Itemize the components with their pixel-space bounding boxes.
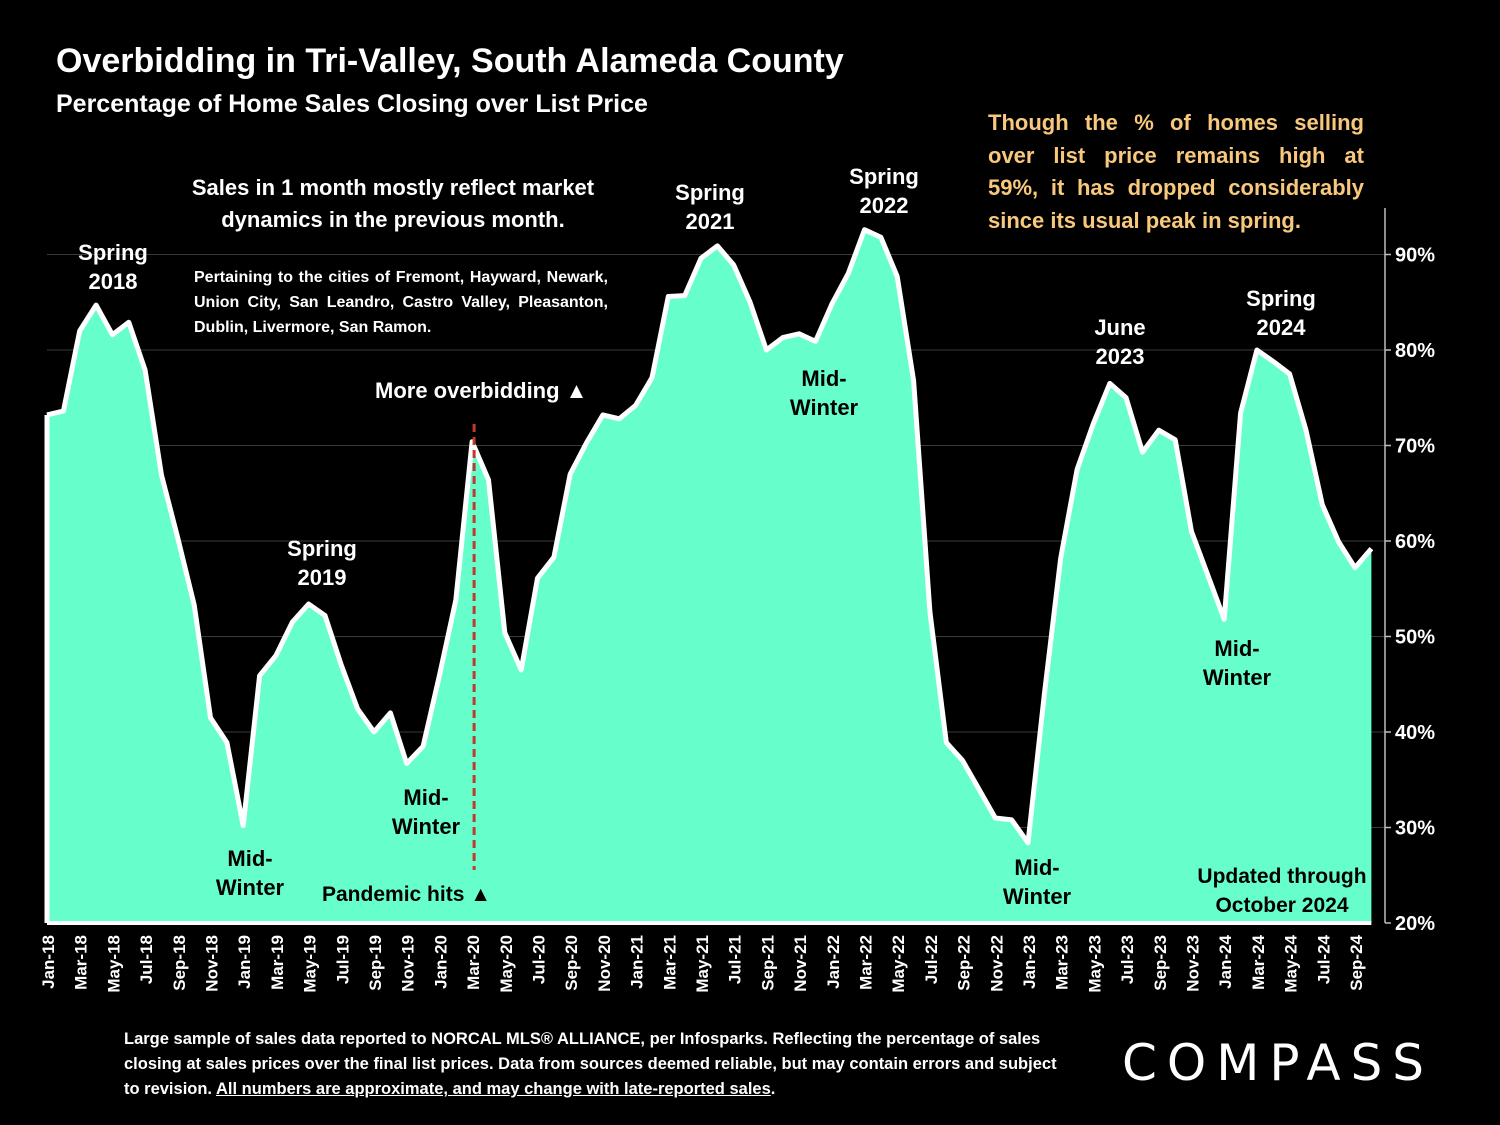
x-tick-label: Nov-19 bbox=[399, 935, 418, 992]
cities-note: Pertaining to the cities of Fremont, Hay… bbox=[194, 269, 608, 336]
x-tick-label: Jan-22 bbox=[824, 935, 843, 989]
x-tick-label: Jan-24 bbox=[1216, 934, 1235, 988]
y-tick-label: 70% bbox=[1395, 436, 1435, 458]
highlight-note-line-1: Though the % of homes selling bbox=[988, 110, 1364, 135]
x-tick-label: Nov-22 bbox=[987, 935, 1006, 992]
market-dynamics-line-1: Sales in 1 month mostly reflect market bbox=[191, 175, 595, 200]
x-tick-label: Nov-20 bbox=[595, 935, 614, 992]
x-tick-label: Jan-23 bbox=[1020, 935, 1039, 989]
highlight-note-line-3: 59%, it has dropped considerably bbox=[988, 175, 1364, 200]
chart-title: Overbidding in Tri-Valley, South Alameda… bbox=[56, 42, 844, 80]
x-tick-label: Mar-24 bbox=[1249, 934, 1268, 989]
x-tick-label: Mar-20 bbox=[464, 935, 483, 990]
annotation-label: Mid- bbox=[1014, 855, 1059, 880]
x-tick-label: May-18 bbox=[104, 935, 123, 993]
y-tick-label: 60% bbox=[1395, 531, 1435, 553]
x-tick-label: Nov-21 bbox=[791, 935, 810, 992]
annotation-label: June bbox=[1094, 315, 1145, 340]
highlight-note: Though the % of homes selling over list … bbox=[988, 107, 1364, 237]
x-tick-label: Nov-23 bbox=[1184, 935, 1203, 992]
x-tick-label: May-24 bbox=[1282, 934, 1301, 992]
annotation-label: 2019 bbox=[298, 565, 347, 590]
annotation-label: Winter bbox=[216, 875, 285, 900]
x-tick-label: Jul-19 bbox=[333, 935, 352, 984]
x-tick-label: Jul-24 bbox=[1314, 934, 1333, 984]
more-overbidding-label: More overbidding ▲ bbox=[375, 378, 587, 403]
annotation-label: 2018 bbox=[89, 269, 138, 294]
x-tick-label: Sep-19 bbox=[366, 935, 385, 991]
y-tick-label: 20% bbox=[1395, 913, 1435, 935]
x-tick-label: Jul-23 bbox=[1118, 935, 1137, 984]
x-tick-label: May-22 bbox=[889, 935, 908, 993]
annotation-label: 2022 bbox=[860, 193, 909, 218]
x-tick-label: Nov-18 bbox=[203, 935, 222, 992]
y-tick-label: 50% bbox=[1395, 627, 1435, 649]
x-tick-label: Jul-18 bbox=[137, 935, 156, 984]
annotation-label: Mid- bbox=[1214, 636, 1259, 661]
annotation-label: Spring bbox=[675, 180, 745, 205]
annotation-label: 2023 bbox=[1096, 344, 1145, 369]
x-tick-label: Mar-18 bbox=[72, 935, 91, 990]
x-tick-label: Mar-21 bbox=[660, 935, 679, 990]
x-tick-label: Sep-24 bbox=[1347, 934, 1366, 990]
updated-label-line-1: Updated through bbox=[1197, 865, 1366, 888]
annotation-label: Spring bbox=[849, 164, 919, 189]
annotation-label: Spring bbox=[287, 536, 357, 561]
y-axis-tick-labels: 20% 30% 40% 50% 60% 70% 80% 90% bbox=[1385, 245, 1435, 935]
y-tick-label: 30% bbox=[1395, 818, 1435, 840]
x-tick-label: Jul-22 bbox=[922, 935, 941, 984]
x-tick-label: Jan-18 bbox=[39, 935, 58, 989]
annotation-label: Mid- bbox=[801, 366, 846, 391]
footnote-end: . bbox=[770, 1080, 776, 1098]
compass-logo: COMPASS bbox=[1122, 1034, 1435, 1092]
y-tick-label: 80% bbox=[1395, 340, 1435, 362]
x-tick-label: Jul-21 bbox=[726, 935, 745, 984]
x-tick-label: Sep-23 bbox=[1151, 935, 1170, 991]
x-tick-label: Sep-22 bbox=[955, 935, 974, 991]
x-tick-label: May-23 bbox=[1085, 935, 1104, 993]
x-tick-label: Mar-23 bbox=[1053, 935, 1072, 990]
pandemic-label: Pandemic hits ▲ bbox=[322, 883, 491, 906]
highlight-note-line-2: over list price remains high at bbox=[988, 142, 1364, 168]
x-tick-label: Sep-21 bbox=[758, 935, 777, 991]
x-tick-label: May-19 bbox=[301, 935, 320, 993]
footnote-underlined: All numbers are approximate, and may cha… bbox=[216, 1080, 771, 1098]
x-tick-label: Mar-22 bbox=[857, 935, 876, 990]
annotation-label: Winter bbox=[790, 395, 859, 420]
highlight-note-line-4: since its usual peak in spring. bbox=[988, 207, 1301, 233]
annotation-label: Spring bbox=[78, 240, 148, 265]
x-tick-label: May-20 bbox=[497, 935, 516, 993]
footnote-text: Large sample of sales data reported to N… bbox=[124, 1030, 1057, 1098]
annotation-label: 2024 bbox=[1257, 315, 1307, 340]
annotation-label: Spring bbox=[1246, 286, 1316, 311]
annotation-label: Winter bbox=[1203, 665, 1272, 690]
x-tick-label: Jan-20 bbox=[431, 935, 450, 989]
market-dynamics-note: Sales in 1 month mostly reflect market d… bbox=[168, 172, 618, 236]
annotation-label: 2021 bbox=[686, 209, 735, 234]
x-tick-label: May-21 bbox=[693, 935, 712, 993]
y-tick-label: 90% bbox=[1395, 245, 1435, 267]
updated-label-line-2: October 2024 bbox=[1215, 894, 1348, 917]
annotation-label: Mid- bbox=[403, 785, 448, 810]
x-tick-label: Jul-20 bbox=[530, 935, 549, 984]
x-tick-label: Mar-19 bbox=[268, 935, 287, 990]
annotation-label: Winter bbox=[1003, 884, 1072, 909]
annotation-label: Winter bbox=[392, 814, 461, 839]
chart-subtitle: Percentage of Home Sales Closing over Li… bbox=[56, 90, 648, 118]
x-tick-label: Sep-18 bbox=[170, 935, 189, 991]
x-tick-label: Jan-19 bbox=[235, 935, 254, 989]
market-dynamics-line-2: dynamics in the previous month. bbox=[221, 207, 565, 232]
x-tick-label: Sep-20 bbox=[562, 935, 581, 991]
x-tick-label: Jan-21 bbox=[628, 935, 647, 989]
y-tick-label: 40% bbox=[1395, 722, 1435, 744]
line-series bbox=[46, 227, 1374, 846]
x-axis-tick-labels: Jan-18 Mar-18 May-18 Jul-18 Sep-18 Nov-18 Jan-… bbox=[39, 934, 1366, 992]
annotations: Spring 2018 Mid- Winter Spring 2019 Mid- Winter… bbox=[78, 164, 1366, 917]
axes bbox=[44, 208, 1386, 925]
annotation-label: Mid- bbox=[227, 846, 272, 871]
footnote: Large sample of sales data reported to N… bbox=[124, 1027, 1059, 1102]
